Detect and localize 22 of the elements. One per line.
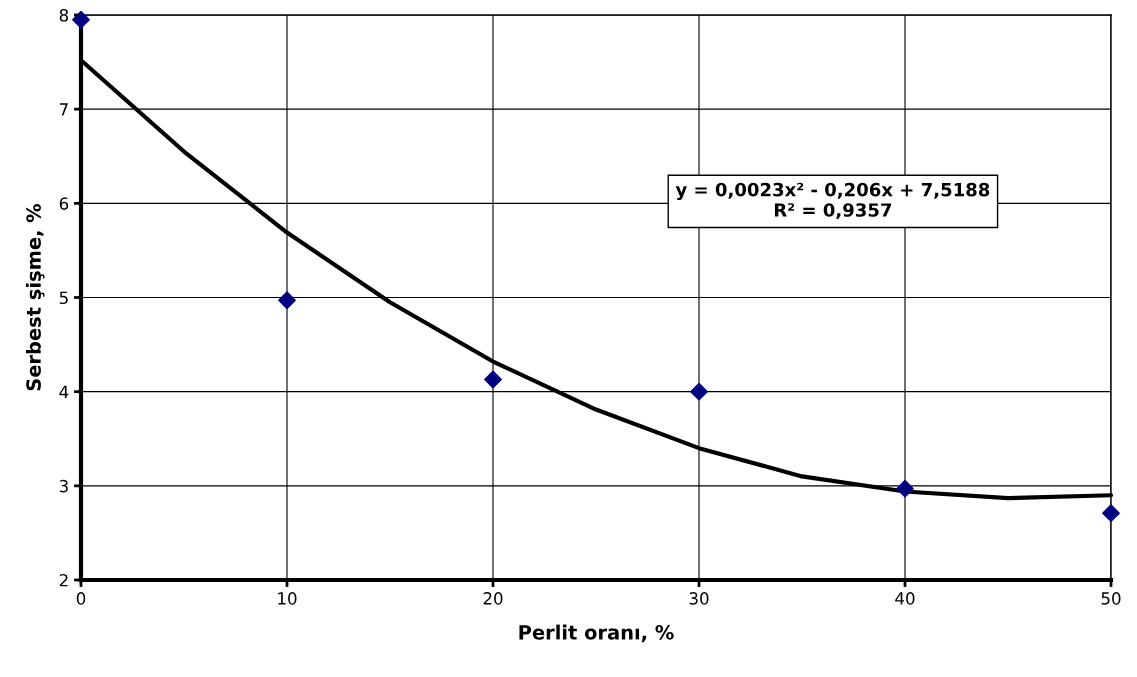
point	[690, 382, 708, 401]
x-tick-label: 0	[76, 592, 86, 605]
y-tick-label: 6	[59, 197, 69, 210]
x-axis-title: Perlit oranı, %	[519, 624, 674, 643]
x-tick-label: 50	[1101, 592, 1121, 605]
y-tick-label: 8	[59, 8, 69, 22]
point	[484, 370, 502, 389]
point	[1102, 504, 1120, 523]
annotation: y = 0,0023x² - 0,206x + 7,5188 R² = 0,9357	[675, 182, 990, 220]
point	[278, 291, 296, 310]
x-tick-label: 10	[278, 592, 297, 605]
point	[72, 10, 90, 29]
y-tick-label: 2	[59, 573, 68, 587]
x-tick-label: 30	[689, 592, 709, 605]
x-tick-label: 40	[895, 592, 915, 605]
y-tick-label: 5	[59, 291, 68, 305]
y-axis-title: Serbest şişme, %	[25, 203, 45, 391]
y-tick-label: 7	[59, 103, 68, 116]
y-tick-label: 3	[59, 479, 68, 493]
point	[896, 479, 914, 498]
x-tick-label: 20	[483, 592, 503, 605]
y-tick-label: 4	[59, 385, 69, 398]
